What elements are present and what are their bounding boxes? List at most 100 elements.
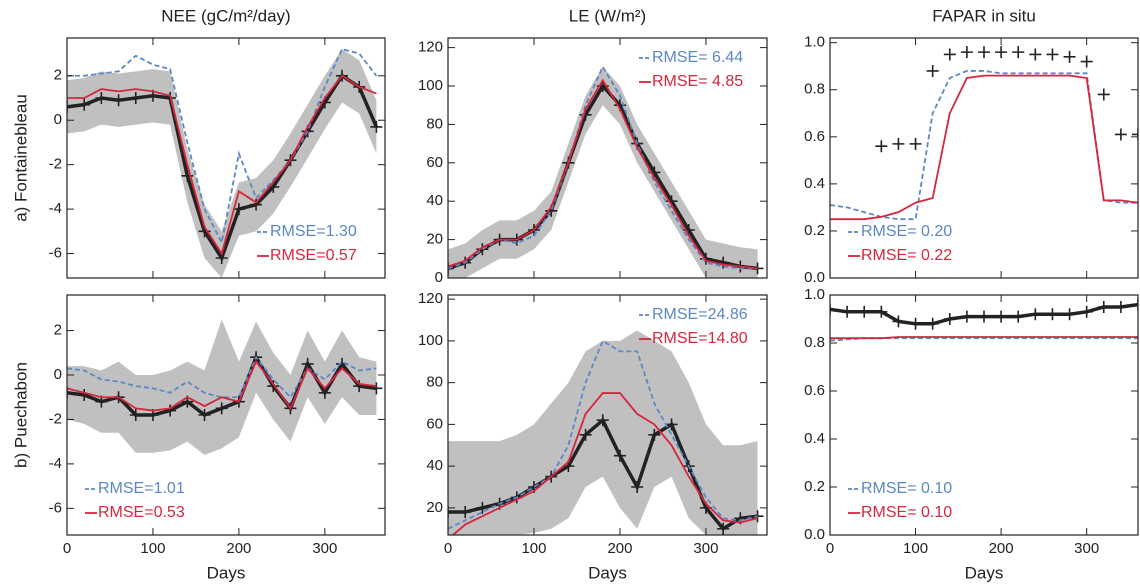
x-tick-label: 0 (63, 540, 71, 557)
plot-area (830, 46, 1138, 221)
series-line (451, 392, 758, 535)
obs-marker (448, 262, 454, 275)
y-tick-label: 80 (426, 115, 443, 132)
obs-marker (353, 380, 366, 393)
legend-label: RMSE= 6.44 (652, 49, 743, 66)
y-tick-label: 0.8 (804, 334, 825, 351)
obs-marker (875, 140, 888, 153)
obs-marker (699, 252, 712, 265)
legend-label: RMSE= 0.22 (861, 247, 952, 264)
series-line (830, 336, 1138, 340)
y-tick-label: -4 (49, 200, 62, 217)
obs-marker (95, 92, 108, 104)
plot-area (67, 48, 383, 278)
y-tick-label: 60 (426, 154, 443, 171)
y-tick-label: 80 (426, 374, 443, 391)
obs-marker (648, 428, 661, 441)
obs-marker (926, 317, 939, 330)
axes-frame (66, 37, 386, 279)
y-tick-label: 20 (426, 231, 443, 248)
series-line (830, 70, 1138, 221)
x-tick-label: 100 (903, 540, 928, 557)
obs-marker (978, 310, 990, 323)
obs-marker (129, 92, 142, 104)
uncertainty-band (448, 330, 758, 535)
obs-marker (1114, 301, 1127, 313)
y-tick-label: 0.6 (804, 128, 825, 145)
obs-marker (1046, 308, 1059, 321)
y-tick-label: -6 (49, 245, 62, 262)
obs-marker (978, 46, 990, 59)
obs-marker (459, 506, 472, 519)
series-line (448, 78, 758, 270)
obs-marker (1012, 310, 1025, 323)
obs-marker (267, 380, 280, 393)
obs-marker (943, 48, 956, 61)
row-label: a) Fontainebleau (11, 94, 30, 222)
obs-marker (631, 481, 644, 493)
obs-marker (995, 46, 1008, 59)
obs-marker (1097, 88, 1110, 101)
uncertainty-band (67, 319, 377, 455)
plot-area (67, 319, 383, 455)
x-tick-label: 300 (1074, 540, 1099, 557)
y-tick-label: 0.6 (804, 382, 825, 399)
y-tick-label: 0 (54, 366, 62, 383)
x-tick-label: 100 (521, 540, 546, 557)
obs-marker (1029, 48, 1042, 61)
y-tick-label: 1.0 (804, 34, 825, 51)
y-tick-label: -4 (49, 455, 62, 472)
axes-frame (829, 37, 1139, 279)
legend-label: RMSE= 0.10 (861, 480, 952, 497)
y-tick-label: 2 (54, 322, 62, 339)
axes-frame (447, 37, 768, 279)
y-tick-label: 0.8 (804, 81, 825, 98)
legend-label: RMSE=24.86 (652, 306, 748, 323)
obs-marker (1114, 128, 1127, 141)
legend-label: RMSE=1.30 (270, 223, 357, 240)
y-tick-label: 40 (426, 457, 443, 474)
obs-marker (1080, 55, 1093, 68)
series-line (67, 359, 377, 412)
uncertainty-band (67, 49, 377, 278)
y-tick-label: 0 (54, 111, 62, 128)
series-line (830, 74, 1138, 221)
row-label: b) Puechabon (11, 362, 30, 468)
obs-marker (1029, 308, 1042, 321)
x-axis-label: Days (588, 563, 627, 582)
obs-marker (1063, 308, 1076, 321)
panel-title: FAPAR in situ (932, 6, 1036, 25)
y-tick-label: 20 (426, 499, 443, 516)
legend-label: RMSE=0.53 (98, 504, 185, 521)
y-tick-label: -2 (49, 410, 62, 427)
plot-area (830, 298, 1138, 342)
obs-marker (112, 94, 125, 107)
x-tick-label: 300 (312, 540, 337, 557)
obs-marker (858, 305, 871, 318)
obs-marker (960, 46, 973, 59)
obs-marker (943, 313, 956, 325)
series-line (67, 74, 377, 256)
legend-label: RMSE= 4.85 (652, 73, 743, 90)
obs-marker (830, 303, 836, 316)
obs-marker (613, 449, 626, 462)
obs-marker (67, 386, 73, 399)
legend-label: RMSE=1.01 (98, 480, 185, 497)
obs-marker (717, 522, 730, 535)
y-tick-label: 2 (54, 67, 62, 84)
uncertainty-band (448, 66, 758, 278)
obs-marker (1046, 48, 1059, 61)
obs-marker (78, 98, 91, 111)
x-axis-label: Days (965, 563, 1004, 582)
y-tick-label: 120 (418, 290, 443, 307)
obs-marker (67, 100, 73, 113)
x-tick-label: 200 (989, 540, 1014, 557)
obs-marker (596, 414, 609, 427)
x-tick-label: 200 (226, 540, 251, 557)
obs-marker (579, 428, 592, 441)
obs-marker (665, 418, 678, 431)
obs-marker (164, 404, 177, 417)
panel-title: NEE (gC/m²/day) (161, 6, 290, 25)
obs-marker (1012, 46, 1025, 59)
